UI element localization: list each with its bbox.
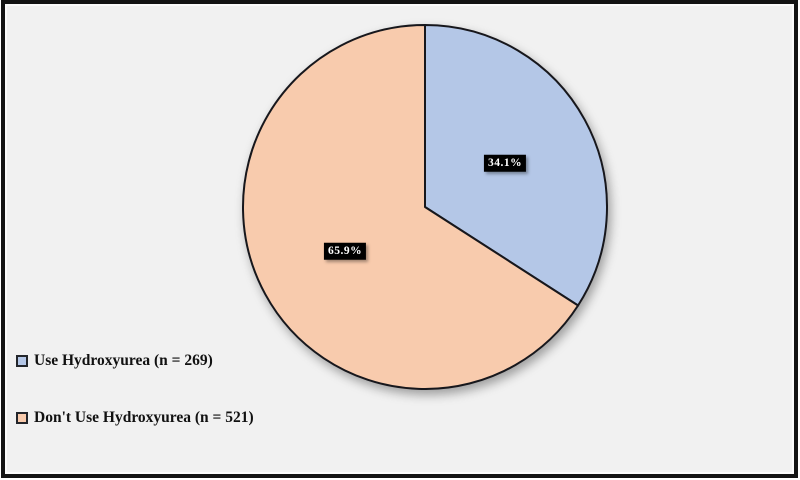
- legend-swatch-dont-use-hydroxyurea-icon: [16, 412, 28, 424]
- legend-item-use-hydroxyurea[interactable]: Use Hydroxyurea (n = 269): [16, 352, 213, 370]
- legend-label-dont-use-hydroxyurea: Don't Use Hydroxyurea (n = 521): [34, 409, 254, 426]
- legend-label-use-hydroxyurea: Use Hydroxyurea (n = 269): [34, 352, 213, 369]
- pie-slice-dont-use-hydroxyurea[interactable]: [242, 24, 580, 390]
- legend-swatch-use-hydroxyurea-icon: [16, 355, 28, 367]
- data-label-use-hydroxyurea: 34.1%: [483, 154, 527, 172]
- legend-item-dont-use-hydroxyurea[interactable]: Don't Use Hydroxyurea (n = 521): [16, 409, 254, 427]
- data-label-dont-use-hydroxyurea: 65.9%: [323, 242, 367, 260]
